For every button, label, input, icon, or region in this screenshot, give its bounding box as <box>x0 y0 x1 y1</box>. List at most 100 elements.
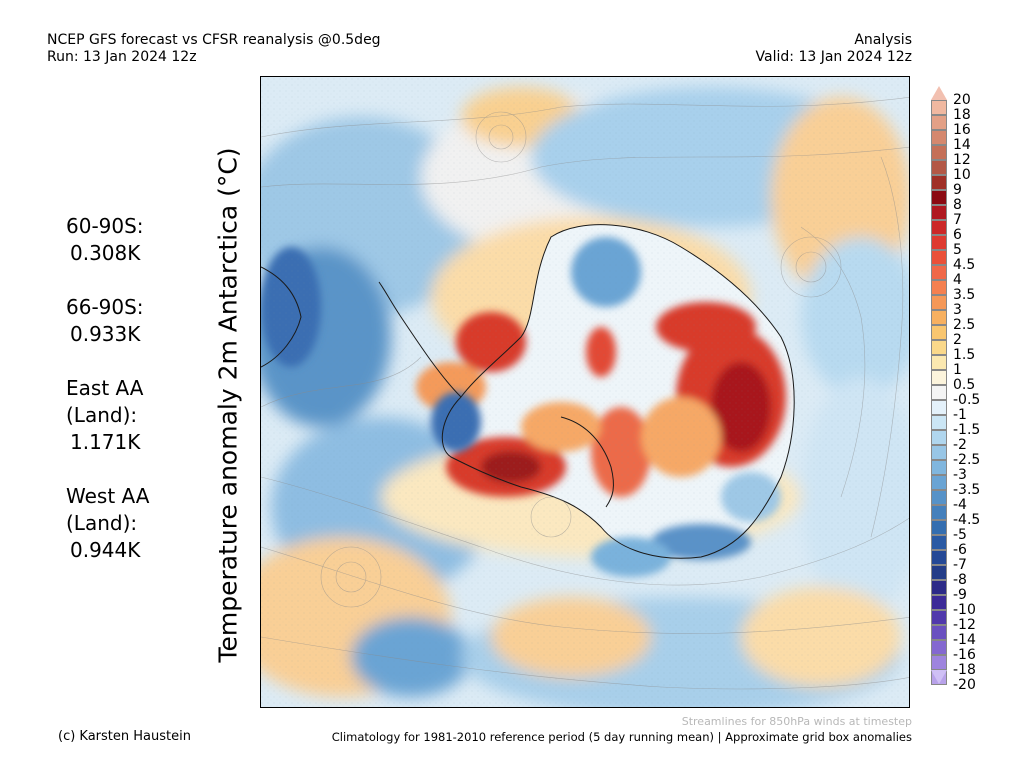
colorbar-tick-label: -4.5 <box>953 512 981 528</box>
header-left: NCEP GFS forecast vs CFSR reanalysis @0.… <box>47 32 381 66</box>
stat-label: 66-90S: <box>66 295 144 319</box>
colorbar-tick-label: -6 <box>953 542 967 558</box>
colorbar-swatch <box>931 250 947 265</box>
colorbar-swatch <box>931 370 947 385</box>
colorbar-tick-label: -0.5 <box>953 392 981 408</box>
colorbar-swatch <box>931 340 947 355</box>
stat-value: 1.171K <box>70 430 141 454</box>
streamlines-note: Streamlines for 850hPa winds at timestep <box>681 715 912 728</box>
colorbar-swatch <box>931 400 947 415</box>
colorbar-tick-label: -20 <box>953 677 976 693</box>
colorbar-tick-label: -5 <box>953 527 967 543</box>
colorbar-tick-label: 20 <box>953 92 971 108</box>
colorbar-tick-label: -14 <box>953 632 976 648</box>
colorbar-swatch <box>931 355 947 370</box>
colorbar-swatch <box>931 475 947 490</box>
color-legend: 20 18 16 14 12 10 9 8 7 6 5 4.5 4 3.5 3 2.5 2 1.5 1 0.5 -0.5… <box>931 86 1016 698</box>
stat-east-aa: East AA (Land): 1.171K <box>66 375 176 456</box>
colorbar-tick-label: 2.5 <box>953 317 976 333</box>
valid-time: Valid: 13 Jan 2024 12z <box>755 49 912 65</box>
colorbar-swatch <box>931 100 947 115</box>
coastlines <box>261 224 795 559</box>
colorbar-tick-label: 18 <box>953 107 971 123</box>
colorbar-swatch <box>931 595 947 610</box>
colorbar-swatch <box>931 625 947 640</box>
stats-panel: 60-90S: 0.308K 66-90S: 0.933K East AA (L… <box>66 213 176 591</box>
colorbar-swatch <box>931 295 947 310</box>
colorbar-swatches <box>931 100 947 685</box>
colorbar-swatch <box>931 265 947 280</box>
colorbar-tick-label: -2.5 <box>953 452 981 468</box>
header-right: Analysis Valid: 13 Jan 2024 12z <box>756 32 912 66</box>
grid-texture <box>261 77 909 707</box>
colorbar-swatch <box>931 115 947 130</box>
colorbar-swatch <box>931 565 947 580</box>
colorbar-swatch <box>931 385 947 400</box>
credit: (c) Karsten Haustein <box>58 729 191 744</box>
colorbar-tick-label: 3 <box>953 302 962 318</box>
analysis-mode: Analysis <box>854 32 912 48</box>
colorbar-tick-label: 2 <box>953 332 962 348</box>
run-time: Run: 13 Jan 2024 12z <box>47 49 197 65</box>
colorbar-swatch <box>931 550 947 565</box>
colorbar-tick-label: -7 <box>953 557 967 573</box>
colorbar-swatch <box>931 310 947 325</box>
colorbar-tick-label: 16 <box>953 122 971 138</box>
colorbar-tick-label: 6 <box>953 227 962 243</box>
anomaly-map[interactable] <box>260 76 910 708</box>
colorbar-swatch <box>931 235 947 250</box>
stat-value: 0.308K <box>70 241 141 265</box>
colorbar-tick-label: -2 <box>953 437 967 453</box>
stat-label: 60-90S: <box>66 214 144 238</box>
colorbar-tick-label: -12 <box>953 617 976 633</box>
colorbar-tick-label: 7 <box>953 212 962 228</box>
colorbar-tick-label: -1 <box>953 407 967 423</box>
colorbar-swatch <box>931 145 947 160</box>
colorbar-swatch <box>931 130 947 145</box>
colorbar-tick-label: 0.5 <box>953 377 976 393</box>
colorbar-swatch <box>931 505 947 520</box>
colorbar-swatch <box>931 460 947 475</box>
colorbar-swatch <box>931 415 947 430</box>
colorbar-swatch <box>931 220 947 235</box>
colorbar-swatch <box>931 655 947 670</box>
colorbar-swatch <box>931 175 947 190</box>
colorbar-tick-label: 4.5 <box>953 257 976 273</box>
colorbar-tick-label: 14 <box>953 137 971 153</box>
stat-west-aa: West AA (Land): 0.944K <box>66 483 176 564</box>
colorbar-tick-label: 12 <box>953 152 971 168</box>
stat-66-90s: 66-90S: 0.933K <box>66 294 176 348</box>
colorbar-swatch <box>931 610 947 625</box>
colorbar-tick-label: 3.5 <box>953 287 976 303</box>
vertical-axis-label: Temperature anomaly 2m Antarctica (°C) <box>213 147 243 663</box>
map-title: NCEP GFS forecast vs CFSR reanalysis @0.… <box>47 32 381 48</box>
colorbar-swatch <box>931 490 947 505</box>
colorbar-tick-label: -16 <box>953 647 976 663</box>
colorbar-tick-label: -8 <box>953 572 967 588</box>
colorbar-swatch <box>931 640 947 655</box>
colorbar-tick-label: 8 <box>953 197 962 213</box>
colorbar-tick-label: 4 <box>953 272 962 288</box>
colorbar-tick-label: 1.5 <box>953 347 976 363</box>
map-canvas <box>261 77 909 707</box>
colorbar-swatch <box>931 535 947 550</box>
colorbar-swatch <box>931 325 947 340</box>
colorbar-tick-label: -3.5 <box>953 482 981 498</box>
colorbar-swatch <box>931 430 947 445</box>
colorbar-tick-label: 9 <box>953 182 962 198</box>
stat-label: West AA (Land): <box>66 484 150 535</box>
stat-value: 0.944K <box>70 538 141 562</box>
colorbar-tick-label: 10 <box>953 167 971 183</box>
colorbar-tick-label: -9 <box>953 587 967 603</box>
colorbar-tick-label: -1.5 <box>953 422 981 438</box>
colorbar-tick-label: 1 <box>953 362 962 378</box>
stat-label: East AA (Land): <box>66 376 144 427</box>
colorbar-top-arrow <box>931 86 947 100</box>
colorbar-bottom-arrow <box>931 670 947 684</box>
colorbar-swatch <box>931 445 947 460</box>
colorbar-swatch <box>931 205 947 220</box>
colorbar-swatch <box>931 190 947 205</box>
colorbar-swatch <box>931 520 947 535</box>
colorbar-tick-label: -4 <box>953 497 967 513</box>
climatology-note: Climatology for 1981-2010 reference peri… <box>331 730 912 744</box>
